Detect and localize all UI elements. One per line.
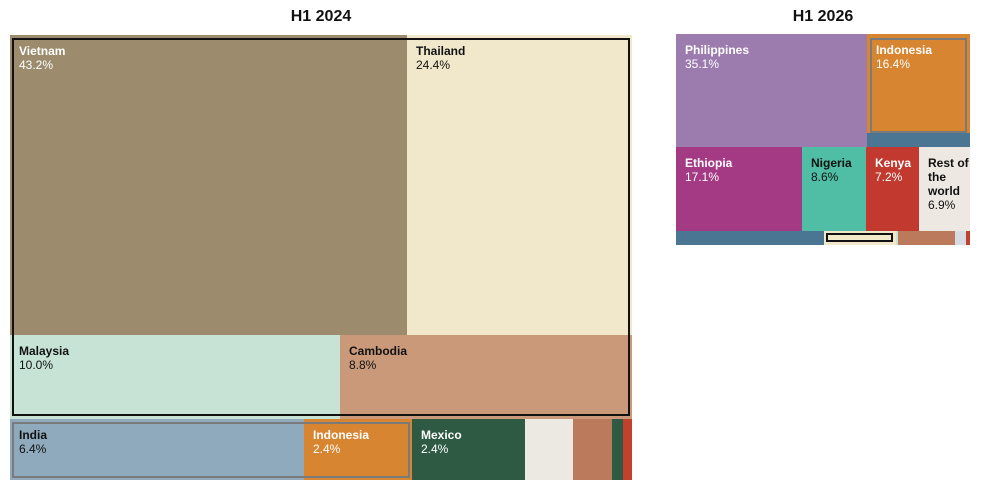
treemap-tile-unlabeled	[955, 231, 966, 245]
treemap-tile-unlabeled	[867, 133, 970, 147]
tile-value-label: 35.1%	[685, 57, 720, 71]
treemap-tile-unlabeled	[898, 231, 955, 245]
tile-value-label: 2.4%	[421, 442, 449, 456]
treemap-tile-nigeria: Nigeria 8.6%	[802, 147, 866, 231]
treemap-tile-india: India 6.4%	[10, 419, 304, 480]
chart-title-h1-2026: H1 2026	[792, 8, 854, 25]
treemap-tile-unlabeled	[623, 419, 632, 480]
treemap-tile-indonesia: Indonesia 2.4%	[304, 419, 412, 480]
tile-name-label: Kenya	[875, 156, 912, 170]
treemap-tile-unlabeled	[896, 231, 898, 245]
tile-name-label: Vietnam	[19, 44, 66, 58]
tile-name-label: Nigeria	[811, 156, 852, 170]
treemap-tile-cambodia: Cambodia 8.8%	[340, 335, 632, 419]
treemap-tile-malaysia: Malaysia 10.0%	[10, 335, 340, 419]
tile-value-label: 17.1%	[685, 170, 720, 184]
tile-value-label: 16.4%	[876, 57, 911, 71]
tile-value-label: 10.0%	[19, 358, 54, 372]
treemap-tile-rest-of-the-world: Rest of the world 6.9%	[919, 147, 970, 231]
treemap-tile-unlabeled	[525, 419, 573, 480]
treemap-tile-mexico: Mexico 2.4%	[412, 419, 525, 480]
tile-value-label: 6.4%	[19, 442, 47, 456]
treemap-tile-vietnam: Vietnam 43.2%	[10, 35, 407, 335]
tile-value-label: 2.4%	[313, 442, 341, 456]
tile-value-label: 43.2%	[19, 58, 54, 72]
treemap-tile-ethiopia: Ethiopia 17.1%	[676, 147, 802, 231]
tile-name-label: Philippines	[685, 43, 750, 57]
treemap-tile-unlabeled	[966, 231, 970, 245]
tile-value-label: 8.8%	[349, 358, 377, 372]
treemap-tile-indonesia: Indonesia 16.4%	[867, 34, 970, 133]
tile-name-label: Thailand	[416, 44, 466, 58]
treemap-tile-philippines: Philippines 35.1%	[676, 34, 867, 147]
treemap-tile-unlabeled	[573, 419, 612, 480]
treemap-tile-unlabeled	[612, 419, 623, 480]
treemap-tile-thailand: Thailand 24.4%	[407, 35, 632, 335]
treemap-tile-unlabeled	[824, 231, 896, 245]
tile-value-label: 24.4%	[416, 58, 451, 72]
tile-name-label: Indonesia	[876, 43, 933, 57]
tile-value-label: 8.6%	[811, 170, 839, 184]
treemap-tile-kenya: Kenya 7.2%	[866, 147, 919, 231]
tile-value-label: 6.9%	[928, 198, 956, 212]
chart-title-h1-2024: H1 2024	[290, 8, 352, 25]
tile-name-label: Malaysia	[19, 344, 70, 358]
tile-name-label: India	[19, 428, 48, 442]
tile-name-label: Mexico	[421, 428, 462, 442]
tile-name-label: Cambodia	[349, 344, 408, 358]
tile-name-label: Indonesia	[313, 428, 370, 442]
tile-value-label: 7.2%	[875, 170, 903, 184]
treemap-tile-unlabeled	[676, 231, 824, 245]
tile-name-label: Ethiopia	[685, 156, 733, 170]
tile-name-label: Rest of the world	[928, 156, 969, 198]
